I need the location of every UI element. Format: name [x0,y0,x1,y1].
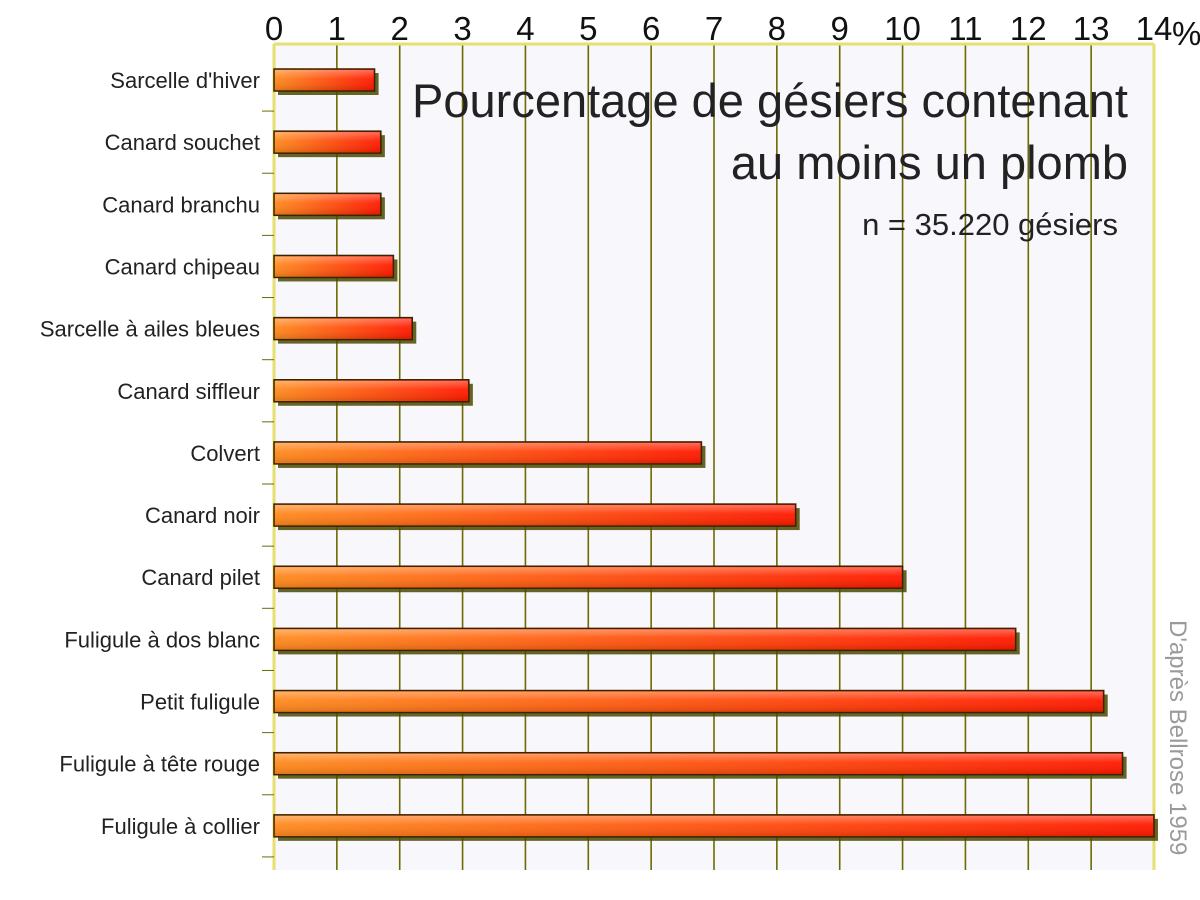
category-label: Fuligule à tête rouge [59,752,260,777]
category-label: Fuligule à dos blanc [64,627,260,652]
category-label: Canard branchu [102,192,260,217]
chart-subtitle: n = 35.220 gésiers [862,207,1118,242]
x-axis-ticks: 0 1 2 3 4 5 6 7 8 9 10 11 12 13 14 [265,10,1173,47]
category-label: Canard noir [145,503,260,528]
category-label: Sarcelle d'hiver [110,68,260,93]
category-label: Canard pilet [141,565,260,590]
category-labels: Sarcelle d'hiver Canard souchet Canard bra… [40,68,274,858]
x-axis-unit: % [1172,15,1200,52]
x-tick-label: 8 [768,10,786,47]
x-tick-label: 1 [328,10,346,47]
category-label: Fuligule à collier [101,814,260,839]
category-label: Canard siffleur [117,379,260,404]
chart-title-line-2: au moins un plomb [731,136,1128,189]
x-tick-label: 0 [265,10,283,47]
chart-title-line-1: Pourcentage de gésiers contenant [412,74,1128,127]
bar-highlight [275,753,1122,774]
category-label: Petit fuligule [140,690,260,715]
category-label: Sarcelle à ailes bleues [40,317,260,342]
bar-highlight [275,567,902,588]
x-tick-label: 14 [1136,10,1173,47]
x-tick-label: 6 [642,10,660,47]
bar-highlight [275,256,393,277]
category-label: Colvert [190,441,260,466]
x-tick-label: 5 [579,10,597,47]
bar-highlight [275,132,380,153]
bar-highlight [275,691,1103,712]
category-label: Canard chipeau [105,254,260,279]
category-label: Canard souchet [105,130,260,155]
bar-highlight [275,380,468,401]
bar-highlight [275,318,412,339]
bar-highlight [275,70,374,90]
bar-highlight [275,505,795,526]
bar-highlight [275,194,380,215]
x-tick-label: 2 [391,10,409,47]
x-tick-label: 4 [516,10,534,47]
x-tick-label: 10 [884,10,921,47]
x-tick-label: 11 [948,10,982,47]
source-note: D'après Bellrose 1959 [1164,620,1191,855]
x-tick-label: 13 [1073,10,1110,47]
bars [273,68,1158,841]
bar-highlight [275,629,1015,650]
x-tick-label: 9 [831,10,849,47]
x-tick-label: 12 [1010,10,1047,47]
bar-highlight [275,442,701,463]
x-tick-label: 7 [705,10,723,47]
x-tick-label: 3 [453,10,471,47]
bar-highlight [275,815,1153,836]
